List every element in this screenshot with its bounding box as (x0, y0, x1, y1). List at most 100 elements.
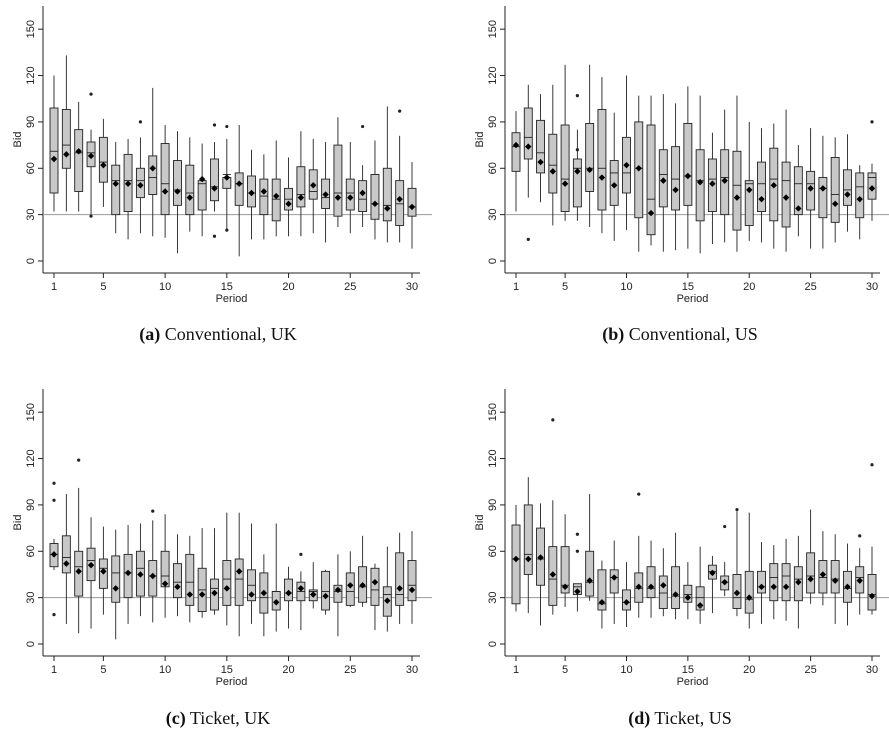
chart-3-box-period-7 (585, 494, 595, 601)
mean-marker (598, 174, 606, 181)
chart-1-outlier-3 (870, 120, 874, 124)
box-iqr (210, 158, 219, 202)
chart-1-box-period-7 (585, 64, 595, 227)
chart-3-box-period-1 (511, 504, 521, 612)
chart-1-box-period-22 (769, 123, 779, 249)
mean-marker (721, 177, 728, 184)
mean-marker (647, 583, 655, 591)
box-iqr (560, 124, 570, 212)
chart-0-xtick-label-25: 25 (344, 281, 356, 293)
mean-marker (223, 174, 231, 181)
box-iqr (683, 584, 693, 603)
chart-0-box-period-23 (321, 142, 331, 243)
chart-2-ytick-label-90: 90 (25, 499, 37, 511)
chart-3-box-period-23 (781, 538, 791, 621)
caption-c-text: Ticket, UK (186, 708, 271, 728)
mean-marker (223, 585, 231, 592)
box-iqr (757, 161, 766, 212)
chart-2-box-period-4 (86, 517, 96, 629)
chart-3-box-period-6 (572, 583, 582, 612)
mean-marker (770, 182, 777, 189)
chart-3-outlier-5 (723, 524, 727, 529)
mean-marker (137, 182, 144, 189)
mean-marker (408, 586, 416, 594)
chart-1-xtick-label-5: 5 (562, 281, 568, 293)
box-iqr (683, 123, 693, 206)
mean-marker (50, 551, 58, 558)
chart-0-ytick-label-0: 0 (25, 258, 37, 264)
chart-1-box-period-19 (732, 95, 742, 252)
chart-3-ytick-label-90: 90 (487, 499, 499, 511)
chart-0-box-period-10 (160, 125, 170, 238)
mean-marker (211, 185, 218, 192)
chart-1-box-period-2 (523, 84, 533, 198)
chart-1-box-period-17 (707, 132, 717, 244)
chart-0-box-period-5 (98, 118, 108, 207)
chart-0-outlier-0 (89, 92, 93, 96)
mean-marker (174, 188, 181, 195)
chart-1-box-period-6 (572, 129, 582, 221)
mean-marker (856, 195, 863, 203)
chart-1-box-period-21 (757, 128, 766, 243)
mean-marker (807, 575, 814, 583)
chart-3-box-period-11 (634, 535, 644, 618)
chart-2-box-period-17 (247, 523, 256, 624)
mean-marker (285, 200, 292, 208)
caption-c-letter: (c) (166, 708, 186, 729)
box-iqr (511, 132, 521, 172)
chart-1-outlier-2 (575, 148, 579, 152)
mean-marker (512, 555, 520, 563)
chart-2-box-period-29 (395, 532, 405, 624)
chart-0-ytick-label-150: 150 (25, 20, 37, 38)
mean-marker (174, 583, 181, 591)
chart-3-box-period-22 (769, 545, 779, 620)
chart-2-box-period-8 (135, 523, 145, 617)
chart-0-box-period-17 (247, 149, 256, 240)
mean-marker (371, 578, 379, 586)
chart-3-box-period-14 (671, 532, 681, 620)
mean-marker (100, 568, 107, 575)
mean-marker (322, 592, 329, 600)
box-iqr (333, 584, 343, 603)
chart-3-box-period-5 (560, 514, 570, 607)
mean-marker (709, 180, 716, 187)
mean-marker (512, 141, 520, 149)
mean-marker (396, 195, 403, 203)
box-iqr (395, 552, 405, 606)
chart-0-box-period-1 (49, 75, 59, 212)
box-iqr (172, 160, 182, 206)
box-iqr (61, 109, 71, 169)
mean-marker (561, 180, 569, 187)
mean-marker (310, 591, 317, 598)
box-iqr (732, 150, 742, 231)
mean-marker (63, 560, 70, 567)
mean-marker (186, 591, 193, 598)
chart-0-xtick-label-20: 20 (282, 281, 294, 293)
chart-3-ytick-label-60: 60 (487, 545, 499, 557)
chart-1-box-period-14 (671, 103, 681, 251)
chart-1-box-period-13 (658, 94, 668, 252)
chart-2-xtick-label-1: 1 (51, 664, 57, 676)
mean-marker (574, 588, 581, 595)
chart-1-ylabel: Bid (474, 132, 486, 148)
chart-3-xtick-label-30: 30 (866, 664, 878, 676)
mean-marker (537, 158, 544, 166)
box-iqr (867, 574, 877, 611)
mean-marker (819, 571, 827, 578)
chart-3-box-period-9 (609, 540, 619, 624)
mean-marker (831, 577, 839, 584)
chart-3-outlier-7 (858, 534, 862, 538)
chart-1-box-period-18 (720, 109, 730, 243)
chart-1-box-period-27 (830, 137, 840, 243)
chart-0-box-period-25 (345, 142, 355, 234)
mean-marker (868, 185, 876, 192)
chart-3-outlier-2 (575, 549, 579, 553)
mean-marker (660, 177, 667, 184)
chart-3-box-period-13 (658, 548, 668, 617)
chart-1-box-period-30 (867, 163, 877, 221)
chart-1-box-period-10 (622, 75, 631, 231)
box-iqr (197, 180, 207, 211)
mean-marker (87, 152, 95, 160)
chart-2-box-period-2 (61, 494, 71, 624)
